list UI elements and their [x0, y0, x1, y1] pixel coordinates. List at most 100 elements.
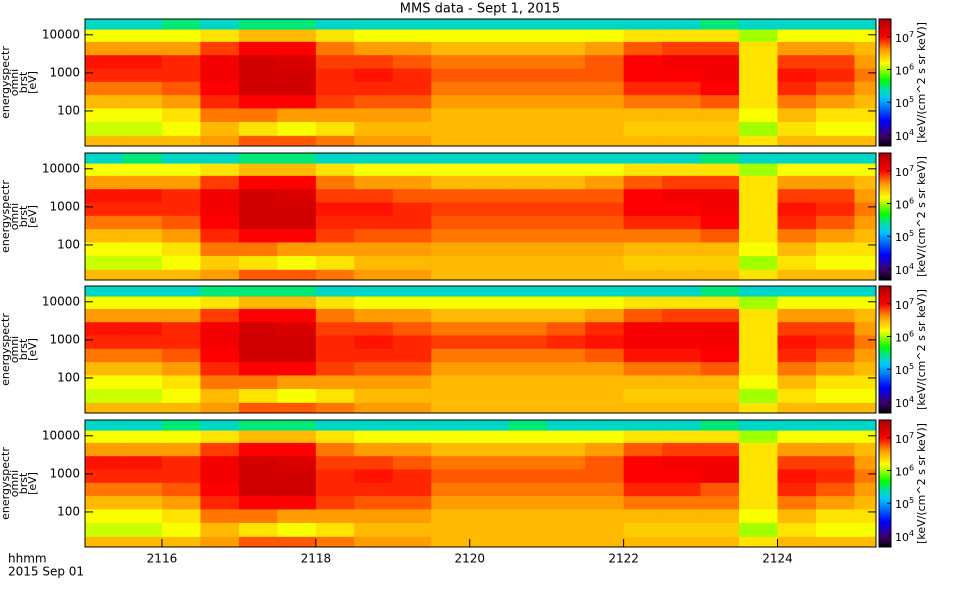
- cell: [354, 495, 394, 510]
- cell: [85, 469, 124, 483]
- cell: [238, 495, 278, 510]
- colorbar-swatch: [879, 493, 891, 495]
- cell: [700, 19, 740, 30]
- colorbar-swatch: [879, 43, 891, 45]
- colorbar-swatch: [879, 406, 891, 408]
- colorbar-swatch: [879, 527, 891, 529]
- cell: [85, 508, 124, 523]
- colorbar-tick-label: 107: [895, 29, 914, 45]
- cell: [200, 374, 240, 389]
- cell: [431, 68, 471, 82]
- colorbar-swatch: [879, 399, 891, 401]
- colorbar-swatch: [879, 368, 891, 370]
- cell: [815, 135, 855, 146]
- colorbar-swatch: [879, 40, 891, 42]
- colorbar-swatch: [879, 392, 891, 394]
- colorbar-swatch: [879, 36, 891, 38]
- cell: [739, 374, 779, 389]
- colorbar-swatch: [879, 247, 891, 249]
- y-axis-label: energyspectr: [0, 313, 12, 386]
- cell: [123, 163, 163, 176]
- cell: [508, 361, 548, 376]
- colorbar-swatch: [879, 422, 891, 424]
- cell: [815, 121, 855, 136]
- cell: [315, 29, 355, 42]
- cell: [200, 228, 240, 243]
- colorbar-swatch: [879, 492, 891, 494]
- colorbar-label: [keV/(cm^2 s sr keV)]: [915, 423, 928, 544]
- cell: [700, 455, 740, 470]
- cell: [469, 495, 509, 510]
- colorbar-swatch: [879, 230, 891, 232]
- cell: [277, 163, 317, 176]
- y-axis-label: brst: [17, 472, 30, 494]
- colorbar-swatch: [879, 225, 891, 227]
- cell: [392, 202, 432, 216]
- cell: [508, 348, 548, 363]
- colorbar-swatch: [879, 229, 891, 231]
- cell: [161, 54, 201, 69]
- cell: [200, 402, 240, 413]
- cell: [238, 202, 278, 216]
- cell: [469, 215, 509, 230]
- cell: [200, 163, 240, 176]
- cell: [161, 29, 201, 42]
- cell: [392, 175, 432, 190]
- cell: [392, 402, 432, 413]
- colorbar-swatch: [879, 365, 891, 367]
- cell: [739, 135, 779, 146]
- cell: [161, 188, 201, 203]
- cell: [700, 286, 740, 297]
- cell: [354, 121, 394, 136]
- x-tick-label: 2118: [301, 552, 332, 566]
- cell: [700, 175, 740, 190]
- cell: [469, 153, 509, 164]
- colorbar-swatch: [879, 308, 891, 310]
- cell: [546, 153, 586, 164]
- colorbar-tick-label: 105: [895, 362, 914, 378]
- colorbar-swatch: [879, 291, 891, 293]
- colorbar-swatch: [879, 537, 891, 539]
- cell: [739, 321, 779, 336]
- cell: [123, 308, 163, 323]
- cell: [85, 482, 124, 497]
- colorbar-swatch: [879, 420, 891, 422]
- cell: [585, 308, 625, 323]
- cell: [585, 348, 625, 363]
- colorbar-swatch: [879, 385, 891, 387]
- colorbar-swatch: [879, 309, 891, 311]
- cell: [777, 495, 817, 510]
- colorbar-swatch: [879, 378, 891, 380]
- cell: [700, 361, 740, 376]
- cell: [815, 420, 855, 431]
- cell: [277, 308, 317, 323]
- cell: [200, 442, 240, 457]
- cell: [238, 29, 278, 42]
- cell: [623, 522, 663, 537]
- cell: [392, 215, 432, 230]
- colorbar-swatch: [879, 355, 891, 357]
- cell: [623, 202, 663, 216]
- cell: [546, 388, 586, 403]
- colorbar-swatch: [879, 480, 891, 482]
- colorbar-swatch: [879, 531, 891, 533]
- cell: [392, 296, 432, 309]
- cell: [431, 348, 471, 363]
- colorbar-swatch: [879, 174, 891, 176]
- colorbar-swatch: [879, 258, 891, 260]
- cell: [200, 188, 240, 203]
- cell: [200, 19, 240, 30]
- cell: [700, 402, 740, 413]
- colorbar-swatch: [879, 175, 891, 177]
- cell: [815, 107, 855, 122]
- cell: [315, 482, 355, 497]
- colorbar-swatch: [879, 157, 891, 159]
- colorbar-tick-exponent: 5: [909, 362, 914, 371]
- cell: [777, 255, 817, 270]
- cell: [815, 188, 855, 203]
- cell: [469, 175, 509, 190]
- colorbar-swatch: [879, 69, 891, 71]
- cell: [623, 536, 663, 547]
- colorbar-swatch: [879, 169, 891, 171]
- cell: [315, 321, 355, 336]
